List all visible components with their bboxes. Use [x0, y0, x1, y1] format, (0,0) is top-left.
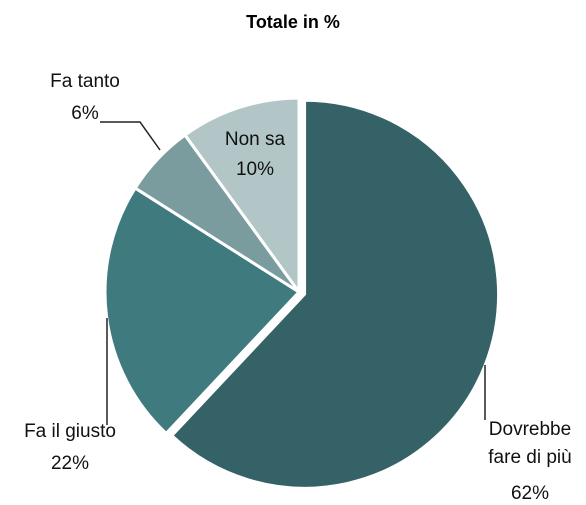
slice-value-label: 22%	[50, 453, 90, 474]
slice-label: Fa tanto	[50, 71, 120, 92]
slice-label: Non sa	[224, 129, 286, 150]
leader-line	[100, 121, 161, 151]
slice-value-label: 10%	[235, 159, 275, 180]
chart-title: Totale in %	[246, 12, 340, 32]
pie-slice	[103, 185, 302, 436]
slice-label: Dovrebbe fare di più	[488, 419, 572, 468]
slice-value-label: 62%	[510, 483, 550, 504]
pie-slice	[182, 96, 301, 297]
slice-value-label: 6%	[71, 103, 99, 124]
slice-label: Fa il giusto	[24, 421, 116, 442]
